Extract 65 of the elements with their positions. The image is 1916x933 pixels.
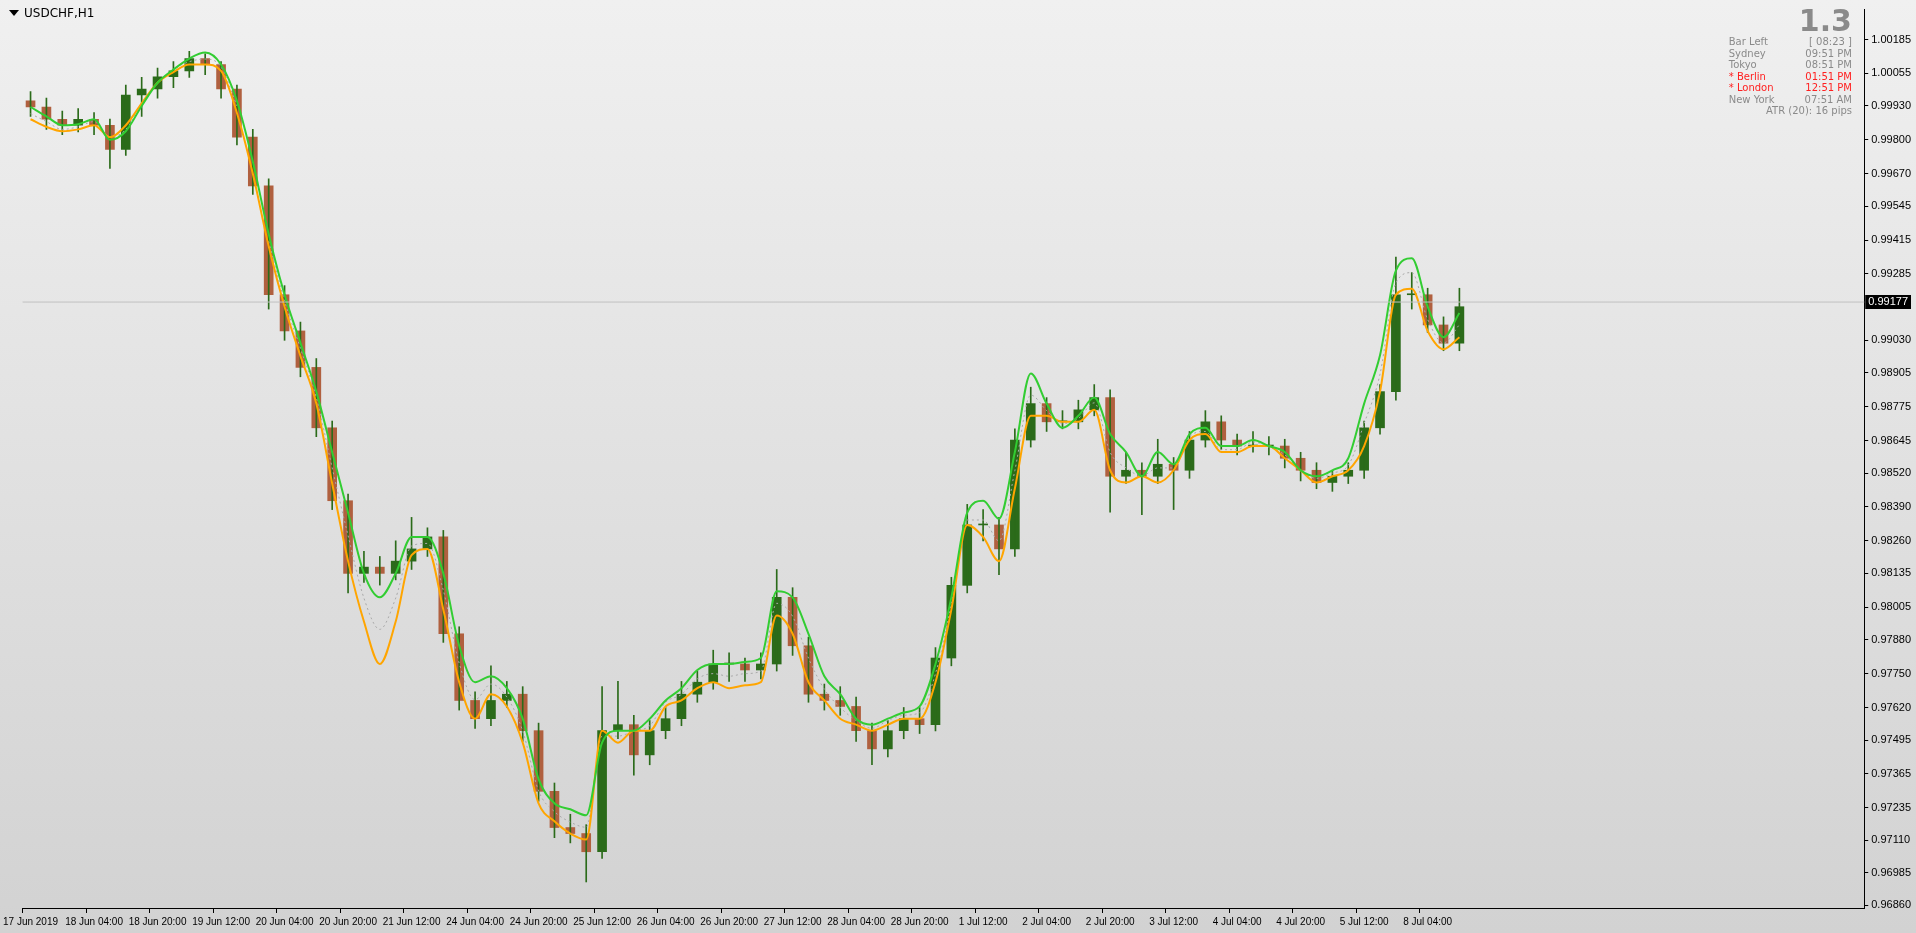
- y-tick-label: 0.97750: [1871, 666, 1911, 679]
- annotation: Tokyo: [1728, 59, 1757, 71]
- x-tick-label: 2 Jul 04:00: [1022, 915, 1072, 927]
- x-tick-label: 26 Jun 04:00: [636, 915, 695, 927]
- annotation: [ 08:23 ]: [1809, 36, 1852, 48]
- y-tick-label: 0.98005: [1871, 600, 1911, 613]
- y-tick-label: 0.98645: [1871, 433, 1911, 446]
- x-tick-label: 21 Jun 12:00: [382, 915, 441, 927]
- y-tick-label: 0.99930: [1871, 98, 1911, 111]
- x-tick-label: 20 Jun 04:00: [255, 915, 314, 927]
- annotation: * Berlin: [1728, 70, 1766, 82]
- y-tick-label: 0.98135: [1871, 566, 1911, 579]
- y-tick-label: 1.00055: [1871, 66, 1911, 79]
- chart-title: USDCHF,H1: [24, 6, 95, 20]
- x-tick-label: 5 Jul 12:00: [1339, 915, 1390, 927]
- annotation: 12:51 PM: [1805, 82, 1852, 94]
- y-tick-label: 0.97495: [1871, 733, 1911, 746]
- x-tick-label: 28 Jun 20:00: [890, 915, 949, 927]
- annotation: 01:51 PM: [1805, 70, 1852, 82]
- x-tick-label: 24 Jun 20:00: [509, 915, 568, 927]
- y-tick-label: 0.96985: [1871, 865, 1911, 878]
- x-tick-label: 27 Jun 12:00: [763, 915, 822, 927]
- annotation: Sydney: [1728, 47, 1766, 59]
- y-tick-label: 0.98905: [1871, 365, 1911, 378]
- annotation: 07:51 AM: [1804, 93, 1852, 105]
- x-tick-label: 26 Jun 20:00: [700, 915, 759, 927]
- y-tick-label: 1.00185: [1871, 32, 1911, 45]
- x-tick-label: 24 Jun 04:00: [446, 915, 505, 927]
- x-tick-label: 19 Jun 12:00: [192, 915, 251, 927]
- annotation: ATR (20): 16 pips: [1766, 105, 1852, 117]
- annotation: * London: [1728, 82, 1774, 94]
- annotation: 08:51 PM: [1805, 59, 1852, 71]
- annotation: New York: [1728, 93, 1775, 105]
- y-tick-label: 0.98260: [1871, 533, 1911, 546]
- y-tick-label: 0.99670: [1871, 166, 1911, 179]
- y-tick-label: 0.99030: [1871, 333, 1911, 346]
- x-tick-label: 2 Jul 20:00: [1085, 915, 1136, 927]
- y-tick-label: 0.97110: [1871, 833, 1911, 846]
- x-tick-label: 28 Jun 04:00: [827, 915, 886, 927]
- ref-line-label: 0.99177: [1868, 295, 1908, 308]
- y-tick-label: 0.98390: [1871, 500, 1911, 513]
- y-tick-label: 0.99285: [1871, 266, 1911, 279]
- x-tick-label: 3 Jul 12:00: [1149, 915, 1199, 927]
- x-tick-label: 17 Jun 2019: [3, 915, 59, 927]
- y-tick-label: 0.99415: [1871, 233, 1911, 246]
- annotation: 1.3: [1797, 3, 1852, 38]
- x-tick-label: 25 Jun 12:00: [573, 915, 632, 927]
- y-tick-label: 0.99545: [1871, 199, 1911, 212]
- x-tick-label: 18 Jun 04:00: [65, 915, 124, 927]
- x-tick-label: 18 Jun 20:00: [128, 915, 187, 927]
- x-tick-label: 8 Jul 04:00: [1403, 915, 1453, 927]
- y-tick-label: 0.97365: [1871, 766, 1911, 779]
- y-tick-label: 0.97620: [1871, 700, 1911, 713]
- x-tick-label: 4 Jul 04:00: [1212, 915, 1263, 927]
- y-tick-label: 0.97880: [1871, 632, 1911, 645]
- y-tick-label: 0.96860: [1871, 898, 1911, 911]
- annotation: Bar Left: [1728, 36, 1768, 48]
- y-tick-label: 0.98775: [1871, 399, 1911, 412]
- y-tick-label: 0.98520: [1871, 466, 1911, 479]
- x-tick-label: 20 Jun 20:00: [319, 915, 378, 927]
- annotation: 09:51 PM: [1805, 47, 1852, 59]
- x-tick-label: 1 Jul 12:00: [958, 915, 1009, 927]
- y-tick-label: 0.99800: [1871, 132, 1911, 145]
- x-tick-label: 4 Jul 20:00: [1276, 915, 1326, 927]
- y-tick-label: 0.97235: [1871, 800, 1911, 813]
